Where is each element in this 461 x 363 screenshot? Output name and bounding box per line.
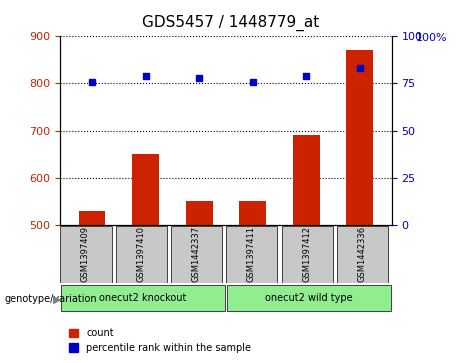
FancyBboxPatch shape bbox=[171, 226, 222, 282]
Bar bbox=[132, 154, 159, 225]
FancyBboxPatch shape bbox=[116, 226, 167, 282]
Text: genotype/variation: genotype/variation bbox=[5, 294, 97, 305]
FancyBboxPatch shape bbox=[61, 285, 225, 311]
Y-axis label: 100%: 100% bbox=[416, 33, 448, 42]
Text: GSM1397409: GSM1397409 bbox=[81, 226, 90, 282]
Text: GSM1397412: GSM1397412 bbox=[302, 226, 311, 282]
Bar bbox=[79, 211, 106, 225]
Legend: count, percentile rank within the sample: count, percentile rank within the sample bbox=[65, 324, 255, 357]
Text: GSM1397411: GSM1397411 bbox=[247, 226, 256, 282]
FancyBboxPatch shape bbox=[227, 285, 391, 311]
Bar bbox=[293, 135, 319, 225]
FancyBboxPatch shape bbox=[282, 226, 333, 282]
FancyBboxPatch shape bbox=[226, 226, 278, 282]
Bar bbox=[186, 201, 213, 225]
Text: onecut2 wild type: onecut2 wild type bbox=[265, 293, 353, 303]
FancyBboxPatch shape bbox=[337, 226, 388, 282]
Text: onecut2 knockout: onecut2 knockout bbox=[99, 293, 187, 303]
Bar bbox=[346, 50, 373, 225]
Text: GSM1397410: GSM1397410 bbox=[136, 226, 145, 282]
Text: GDS5457 / 1448779_at: GDS5457 / 1448779_at bbox=[142, 15, 319, 31]
Text: GSM1442336: GSM1442336 bbox=[358, 226, 366, 282]
FancyBboxPatch shape bbox=[60, 226, 112, 282]
Text: GSM1442337: GSM1442337 bbox=[192, 226, 201, 282]
Text: ▶: ▶ bbox=[53, 294, 61, 305]
Bar bbox=[239, 201, 266, 225]
